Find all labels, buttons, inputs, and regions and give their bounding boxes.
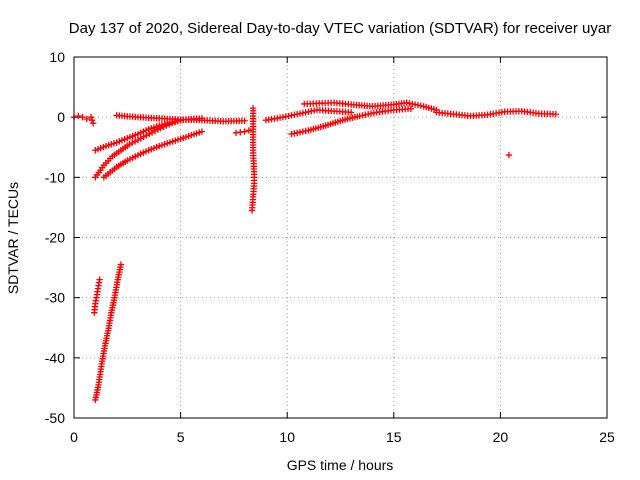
y-tick-label: -30 [45, 290, 65, 306]
data-point [151, 127, 159, 135]
data-point [552, 110, 560, 118]
y-tick-label: 0 [57, 109, 65, 125]
data-point [129, 139, 136, 147]
series-dip-8h [232, 127, 253, 137]
data-point [198, 128, 206, 135]
data-point [75, 112, 82, 120]
data-point [126, 141, 133, 148]
series-isolated-20h [505, 151, 513, 159]
data-point [505, 151, 513, 159]
data-point [88, 116, 96, 124]
series-steep-ramp-b [92, 261, 125, 404]
data-point [148, 129, 156, 136]
series-rising-2 [262, 106, 355, 124]
data-point [407, 105, 415, 112]
data-point [146, 130, 153, 138]
series-lower-branch [100, 128, 206, 181]
plot-frame [73, 56, 608, 419]
data-point [157, 124, 164, 132]
data-point [154, 126, 162, 133]
series-middle-branch [92, 116, 184, 181]
y-tick-label: -40 [45, 350, 65, 366]
x-tick-label: 25 [599, 429, 615, 445]
data-point [160, 123, 167, 130]
x-tick-label: 15 [386, 429, 402, 445]
series-isolated-8h [248, 104, 258, 214]
data-point [87, 113, 95, 121]
x-tick-label: 10 [279, 429, 295, 445]
data-point [163, 122, 170, 129]
data-point [96, 276, 103, 283]
x-tick-labels: 0 5 10 15 20 25 [70, 429, 615, 445]
y-tick-label: 10 [49, 49, 65, 65]
data-point [89, 119, 97, 127]
data-point [83, 115, 90, 123]
data-point [241, 128, 248, 135]
x-tick-label: 0 [70, 429, 78, 445]
data-point [248, 207, 256, 214]
x-tick-label: 20 [493, 429, 509, 445]
y-tick-labels: -50 -40 -30 -20 -10 0 10 [45, 49, 65, 426]
data-point [117, 261, 125, 268]
data-point [245, 127, 253, 134]
series-high-band [301, 99, 440, 114]
x-axis-label: GPS time / hours [287, 457, 394, 473]
series-rising-afternoon [288, 105, 415, 138]
data-point [166, 121, 173, 128]
chart-title: Day 137 of 2020, Sidereal Day-to-day VTE… [69, 20, 611, 37]
series-late-tail [433, 107, 560, 120]
data-point [143, 132, 150, 139]
data-point [79, 113, 86, 121]
data-points [70, 99, 560, 404]
series-steep-ramp-a [91, 276, 103, 316]
y-axis-label: SDTVAR / TECUs [5, 182, 21, 294]
y-tick-label: -50 [45, 410, 65, 426]
data-point [241, 117, 248, 124]
data-point [347, 109, 355, 116]
y-tick-label: -10 [45, 169, 65, 185]
series-flat-segment [113, 112, 248, 125]
x-tick-label: 5 [177, 429, 185, 445]
y-tick-label: -20 [45, 230, 65, 246]
data-point [131, 138, 139, 145]
